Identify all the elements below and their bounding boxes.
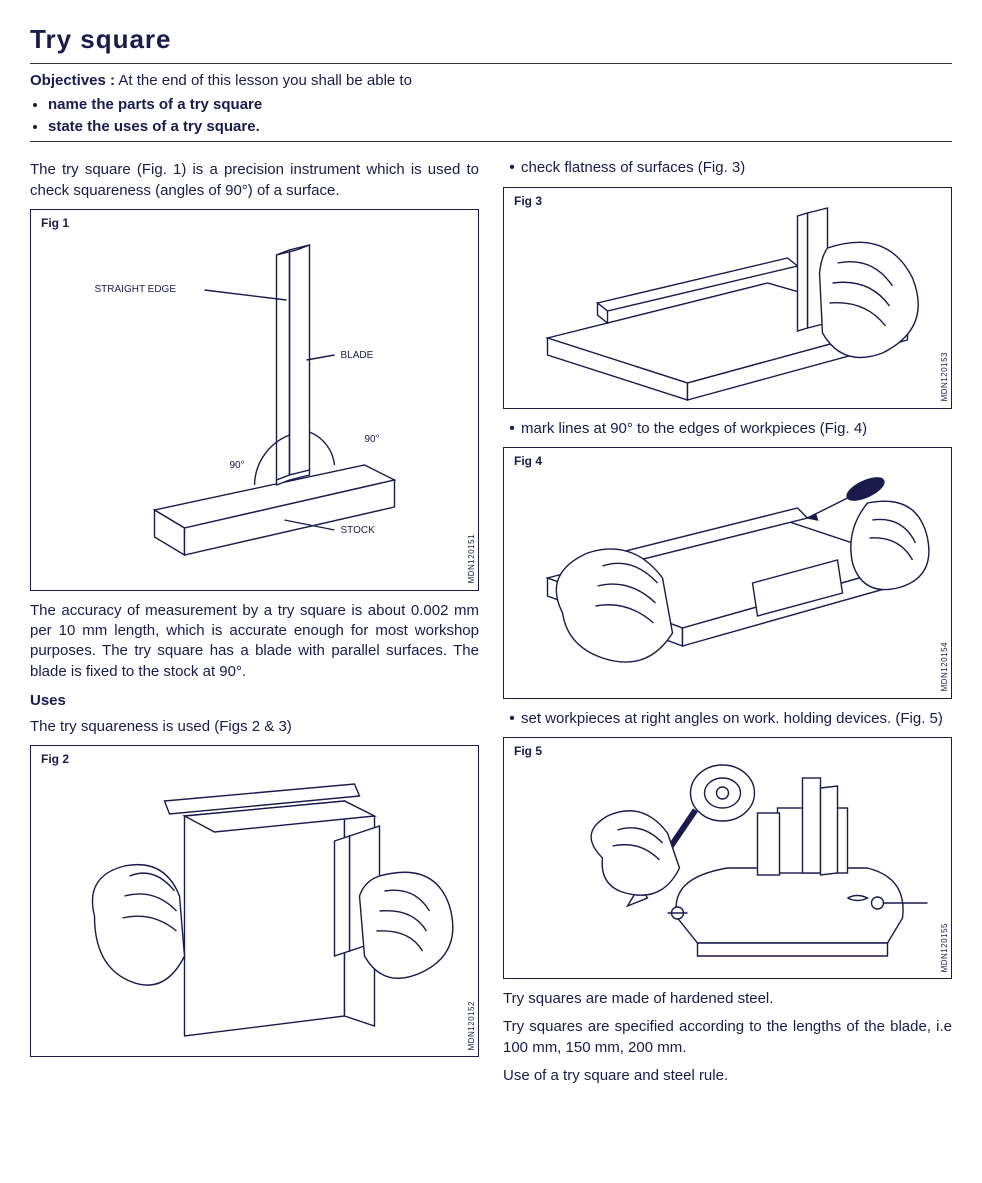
figure-1: Fig 1 MDN120151: [30, 209, 479, 591]
rule-top: [30, 63, 952, 64]
bullet-dot-icon: •: [503, 419, 521, 439]
bullet-set-workpieces: • set workpieces at right angles on work…: [503, 709, 952, 729]
bullet-dot-icon: •: [503, 709, 521, 729]
accuracy-paragraph: The accuracy of measurement by a try squ…: [30, 601, 479, 682]
fig1-label-blade: BLADE: [341, 350, 374, 361]
figure-4-code: MDN120154: [940, 642, 949, 691]
figure-2-label: Fig 2: [41, 752, 69, 766]
two-column-layout: The try square (Fig. 1) is a precision i…: [30, 152, 952, 1094]
material-paragraph: Try squares are made of hardened steel.: [503, 989, 952, 1009]
objectives-lead: At the end of this lesson you shall be a…: [118, 72, 412, 89]
objectives-label: Objectives :: [30, 72, 115, 89]
figure-5-label: Fig 5: [514, 744, 542, 758]
figure-2-svg: [31, 746, 478, 1056]
bullet-flatness-text: check flatness of surfaces (Fig. 3): [521, 158, 745, 178]
uses-heading: Uses: [30, 692, 479, 709]
use-paragraph: Use of a try square and steel rule.: [503, 1066, 952, 1086]
figure-1-label: Fig 1: [41, 216, 69, 230]
fig1-label-stock: STOCK: [341, 525, 376, 536]
figure-2: Fig 2 MDN120152: [30, 745, 479, 1057]
figure-1-svg: STRAIGHT EDGE BLADE STOCK 90° 90°: [31, 210, 478, 590]
objectives-block: Objectives : At the end of this lesson y…: [30, 70, 952, 137]
objective-item: state the uses of a try square.: [48, 116, 952, 138]
figure-3-label: Fig 3: [514, 194, 542, 208]
objective-item: name the parts of a try square: [48, 94, 952, 116]
left-column: The try square (Fig. 1) is a precision i…: [30, 152, 479, 1094]
bullet-dot-icon: •: [503, 158, 521, 178]
figure-4-label: Fig 4: [514, 454, 542, 468]
spec-paragraph: Try squares are specified according to t…: [503, 1017, 952, 1058]
fig1-label-straight-edge: STRAIGHT EDGE: [95, 284, 177, 295]
fig1-angle-right: 90°: [365, 434, 380, 445]
figure-4: Fig 4 MDN120154: [503, 447, 952, 699]
fig1-angle-left: 90°: [230, 460, 245, 471]
intro-paragraph: The try square (Fig. 1) is a precision i…: [30, 160, 479, 201]
bullet-mark-lines: • mark lines at 90° to the edges of work…: [503, 419, 952, 439]
bullet-mark-lines-text: mark lines at 90° to the edges of workpi…: [521, 419, 867, 439]
figure-3-code: MDN120153: [940, 352, 949, 401]
figure-3-svg: [504, 188, 951, 408]
right-column: • check flatness of surfaces (Fig. 3) Fi…: [503, 152, 952, 1094]
bullet-flatness: • check flatness of surfaces (Fig. 3): [503, 158, 952, 178]
figure-2-code: MDN120152: [467, 1001, 476, 1050]
page-title: Try square: [30, 24, 952, 55]
figure-5: Fig 5 MDN120155: [503, 737, 952, 979]
rule-bottom: [30, 141, 952, 142]
figure-3: Fig 3 MDN120153: [503, 187, 952, 409]
figure-4-svg: [504, 448, 951, 698]
uses-lead: The try squareness is used (Figs 2 & 3): [30, 717, 479, 737]
bullet-set-workpieces-text: set workpieces at right angles on work. …: [521, 709, 943, 729]
figure-5-code: MDN120155: [940, 923, 949, 972]
figure-1-code: MDN120151: [467, 534, 476, 583]
figure-5-svg: [504, 738, 951, 978]
